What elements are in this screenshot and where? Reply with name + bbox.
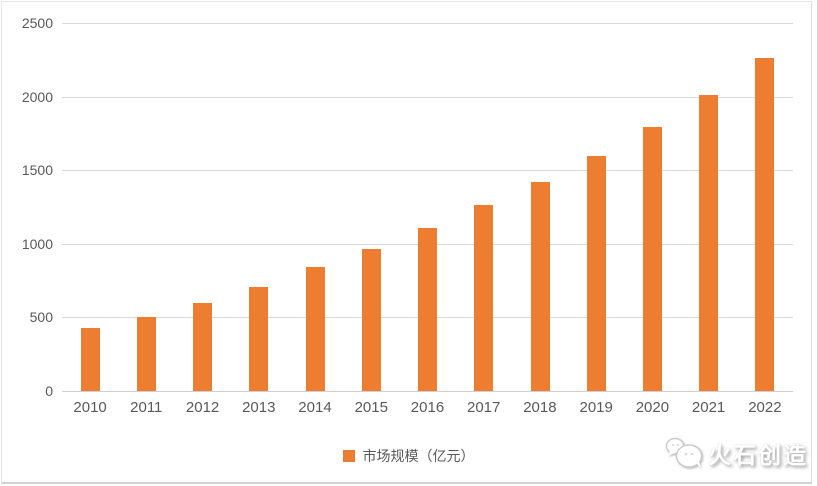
legend-swatch-icon [342, 450, 355, 462]
bar-2017 [474, 204, 494, 391]
x-tick-label: 2011 [130, 399, 163, 416]
bar-2010 [80, 327, 100, 391]
x-tick-label: 2013 [242, 399, 276, 416]
x-tick-label: 2020 [635, 399, 670, 416]
x-tick-label: 2018 [523, 399, 557, 416]
x-tick-label: 2010 [73, 399, 107, 416]
y-tick-label: 1000 [21, 236, 53, 252]
bar-2019 [586, 155, 606, 391]
y-tick-label: 500 [29, 309, 53, 325]
brand-watermark: 火石创造 [664, 436, 808, 470]
y-tick-label: 2000 [21, 89, 53, 105]
bar-2018 [530, 182, 550, 391]
bar-2015 [361, 249, 381, 391]
x-tick-label: 2016 [410, 399, 445, 416]
y-tick-label: 0 [45, 383, 53, 399]
gridline-2000 [62, 97, 793, 98]
x-tick-label: 2021 [691, 399, 726, 416]
x-axis-line [62, 391, 793, 392]
x-tick-label: 2019 [579, 399, 613, 416]
bar-2021 [699, 95, 719, 391]
x-tick-label: 2022 [748, 399, 782, 416]
y-tick-label: 2500 [21, 15, 53, 31]
brand-name: 火石创造 [708, 442, 808, 468]
gridline-1500 [62, 170, 793, 171]
x-tick-label: 2012 [185, 399, 220, 416]
x-tick-label: 2015 [354, 399, 388, 416]
bar-2022 [755, 57, 775, 391]
bar-2012 [193, 302, 213, 391]
bar-2011 [136, 317, 156, 391]
gridline-2500 [62, 23, 793, 24]
legend-label: 市场规模（亿元） [362, 448, 475, 464]
bar-2016 [418, 227, 437, 391]
y-tick-label: 1500 [21, 162, 53, 178]
x-tick-label: 2017 [467, 399, 501, 416]
x-tick-label: 2014 [298, 399, 332, 416]
bar-2014 [305, 266, 325, 391]
huoshi-stones-icon [665, 437, 703, 468]
bar-2020 [642, 126, 662, 391]
chart-legend: 市场规模（亿元） [0, 446, 817, 466]
bar-2013 [249, 286, 269, 391]
